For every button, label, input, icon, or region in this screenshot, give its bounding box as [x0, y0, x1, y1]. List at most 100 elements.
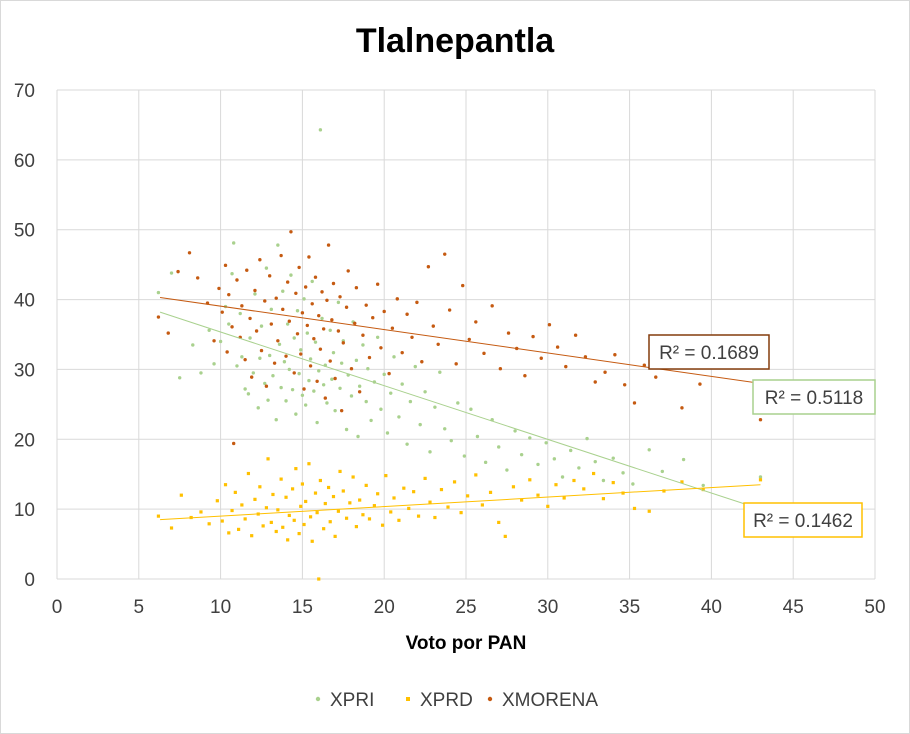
- data-point-xpri: [505, 468, 509, 472]
- data-point-xprd: [315, 511, 319, 515]
- data-point-xpri: [279, 385, 283, 390]
- data-point-xpri: [536, 462, 540, 467]
- data-point-xmorena: [387, 371, 391, 376]
- data-point-xprd: [313, 491, 318, 495]
- data-point-xmorena: [276, 339, 280, 343]
- data-point-xpri: [317, 369, 321, 373]
- data-point-xmorena: [323, 396, 328, 400]
- data-point-xmorena: [281, 307, 285, 312]
- data-point-xprd: [274, 529, 278, 534]
- data-point-xpri: [284, 399, 288, 403]
- data-point-xpri: [266, 398, 270, 402]
- data-point-xprd: [341, 489, 345, 493]
- data-point-xmorena: [474, 320, 478, 324]
- data-point-xprd: [284, 495, 288, 499]
- data-point-xpri: [305, 331, 310, 335]
- data-point-xmorena: [523, 374, 527, 378]
- data-point-xprd: [250, 534, 254, 538]
- data-point-xpri: [259, 324, 264, 328]
- data-point-xprd: [276, 508, 280, 512]
- data-point-xpri: [344, 427, 349, 432]
- data-point-xpri: [569, 448, 573, 453]
- data-point-xmorena: [305, 323, 310, 328]
- data-point-xpri: [585, 436, 589, 441]
- data-point-xprd: [302, 522, 306, 527]
- data-point-xmorena: [166, 331, 170, 335]
- data-point-xmorena: [300, 311, 305, 315]
- data-point-xmorena: [357, 390, 362, 394]
- data-point-xpri: [577, 466, 581, 470]
- data-point-xmorena: [364, 303, 368, 307]
- data-point-xmorena: [328, 359, 332, 363]
- data-point-xmorena: [622, 383, 627, 387]
- data-point-xprd: [554, 483, 558, 487]
- data-point-xmorena: [289, 230, 293, 234]
- data-point-xmorena: [758, 418, 763, 422]
- data-point-xpri: [282, 360, 287, 364]
- data-point-xprd: [582, 487, 586, 491]
- data-point-xmorena: [390, 326, 395, 330]
- data-point-xpri: [356, 434, 360, 439]
- data-point-xpri: [320, 316, 324, 321]
- y-tick-label: 60: [14, 151, 35, 172]
- data-point-xmorena: [613, 353, 617, 357]
- data-point-xpri: [552, 457, 557, 461]
- data-point-xpri: [392, 355, 396, 359]
- y-tick-label: 10: [14, 500, 35, 521]
- data-point-xmorena: [248, 316, 252, 321]
- data-point-xprd: [338, 469, 342, 474]
- data-point-xpri: [361, 343, 365, 347]
- data-point-xpri: [277, 342, 282, 346]
- data-point-xmorena: [253, 288, 257, 293]
- data-point-xpri: [701, 483, 705, 488]
- data-point-xmorena: [346, 269, 350, 273]
- data-point-xprd: [402, 486, 406, 490]
- x-tick-label: 25: [455, 597, 476, 618]
- data-point-xmorena: [443, 252, 447, 256]
- data-point-xprd: [199, 510, 203, 514]
- data-point-xmorena: [176, 269, 180, 274]
- data-point-xmorena: [294, 291, 298, 295]
- data-point-xprd: [701, 487, 705, 492]
- data-point-xmorena: [263, 299, 267, 303]
- data-point-xprd: [389, 510, 393, 514]
- data-point-xmorena: [467, 337, 471, 342]
- data-point-xpri: [318, 128, 323, 132]
- data-point-xmorena: [344, 305, 349, 309]
- data-point-xmorena: [400, 350, 404, 355]
- data-point-xpri: [169, 271, 174, 275]
- data-point-xprd: [397, 518, 401, 522]
- data-point-xmorena: [447, 308, 452, 312]
- data-point-xmorena: [498, 367, 503, 371]
- data-point-xmorena: [235, 278, 239, 282]
- data-point-xmorena: [254, 329, 259, 333]
- data-point-xpri: [519, 452, 524, 457]
- r2-label-xprd-box: [743, 502, 863, 538]
- data-point-xprd: [336, 509, 340, 513]
- data-point-xprd: [520, 498, 524, 502]
- y-tick-label: 70: [14, 81, 35, 102]
- data-point-xprd: [488, 490, 493, 494]
- data-point-xpri: [418, 422, 422, 427]
- data-point-xprd: [380, 523, 385, 527]
- r2-label-xprd: R² = 0.1462: [753, 511, 853, 532]
- data-point-xpri: [364, 399, 368, 404]
- data-point-xpri: [290, 387, 295, 392]
- data-point-xpri: [325, 401, 329, 405]
- data-point-xmorena: [632, 401, 637, 405]
- data-point-xpri: [274, 418, 278, 422]
- data-point-xmorena: [243, 357, 247, 362]
- data-point-xmorena: [454, 362, 458, 366]
- data-point-xprd: [286, 538, 290, 542]
- data-point-xpri: [611, 456, 615, 460]
- data-point-xpri: [366, 367, 370, 371]
- data-point-xpri: [462, 454, 467, 458]
- data-point-xmorena: [231, 441, 236, 446]
- data-point-xmorena: [217, 286, 221, 291]
- data-point-xprd: [452, 480, 457, 484]
- data-point-xmorena: [317, 313, 321, 318]
- data-point-xpri: [315, 420, 319, 425]
- r2-label-xmorena-box: [648, 334, 770, 370]
- data-point-xpri: [230, 272, 234, 276]
- x-tick-label: 20: [374, 597, 395, 618]
